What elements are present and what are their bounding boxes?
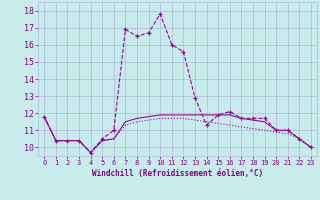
- X-axis label: Windchill (Refroidissement éolien,°C): Windchill (Refroidissement éolien,°C): [92, 169, 263, 178]
